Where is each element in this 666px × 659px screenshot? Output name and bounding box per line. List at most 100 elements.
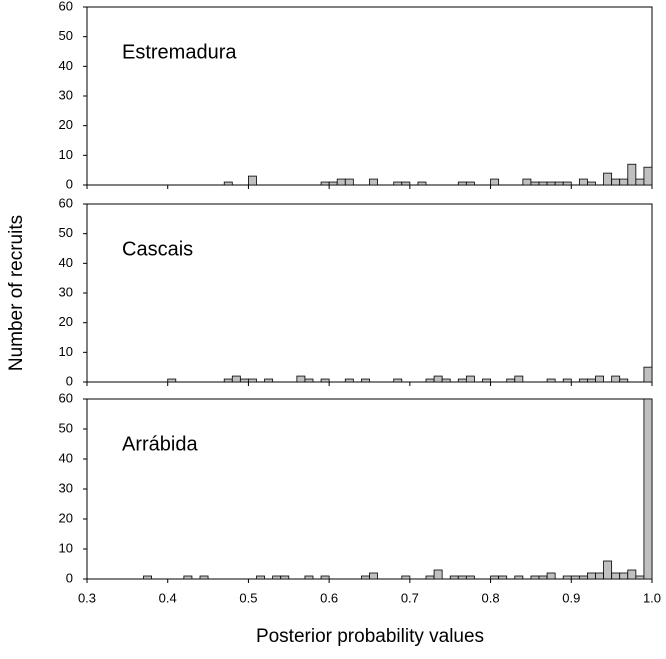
bar xyxy=(441,378,451,383)
y-tick-label: 0 xyxy=(66,373,73,388)
y-tick-label: 20 xyxy=(59,314,73,329)
x-tick-label: 0.6 xyxy=(320,590,338,605)
bar xyxy=(328,181,338,186)
bar xyxy=(643,166,653,186)
bar xyxy=(296,375,306,383)
y-tick-label: 40 xyxy=(59,450,73,465)
bar xyxy=(530,575,540,580)
bar xyxy=(635,178,645,186)
bar xyxy=(562,378,572,383)
y-tick-label: 50 xyxy=(59,420,73,435)
bar xyxy=(465,575,475,580)
y-tick-label: 20 xyxy=(59,117,73,132)
bar xyxy=(248,175,257,186)
bar xyxy=(369,178,378,186)
bar xyxy=(538,575,548,580)
bar xyxy=(320,181,330,186)
bar xyxy=(272,575,282,580)
bar xyxy=(490,178,500,186)
bar xyxy=(530,181,540,186)
bar xyxy=(401,575,411,580)
bar xyxy=(393,378,403,383)
bar xyxy=(643,398,653,580)
bar xyxy=(465,375,475,383)
bar xyxy=(603,172,613,186)
bar xyxy=(538,181,548,186)
bar xyxy=(280,575,290,580)
x-tick-label: 0.5 xyxy=(239,590,257,605)
y-tick-label: 60 xyxy=(59,0,73,13)
bar xyxy=(627,163,637,186)
y-tick-label: 40 xyxy=(59,58,73,73)
y-tick-label: 30 xyxy=(59,284,73,299)
bar xyxy=(546,572,556,580)
bar xyxy=(361,575,370,580)
bar xyxy=(619,178,629,186)
bar xyxy=(465,181,475,186)
y-tick-label: 60 xyxy=(59,390,73,405)
bar xyxy=(611,572,621,580)
bar xyxy=(587,181,596,186)
bar xyxy=(635,575,645,580)
panel-title: Cascais xyxy=(122,238,193,260)
x-tick-label: 1.0 xyxy=(643,590,661,605)
bar xyxy=(167,378,177,383)
y-tick-label: 50 xyxy=(59,28,73,43)
bar xyxy=(401,181,411,186)
bar xyxy=(562,181,572,186)
bar xyxy=(320,575,330,580)
bar xyxy=(457,575,467,580)
y-tick-label: 10 xyxy=(59,147,73,162)
panel-title: Estremadura xyxy=(122,41,237,63)
bar xyxy=(425,378,435,383)
bar xyxy=(578,575,588,580)
bar xyxy=(264,378,274,383)
bar xyxy=(619,572,629,580)
bar xyxy=(143,575,152,580)
y-axis-title: Number of recruits xyxy=(6,215,27,371)
plot-frame xyxy=(86,203,653,383)
bar xyxy=(498,575,508,580)
bar xyxy=(643,366,653,383)
bar xyxy=(546,181,556,186)
bar xyxy=(514,575,524,580)
y-tick-label: 30 xyxy=(59,87,73,102)
bar xyxy=(369,572,378,580)
bar xyxy=(490,575,500,580)
bar xyxy=(603,560,613,580)
bar xyxy=(223,378,233,383)
bar xyxy=(344,378,354,383)
bar xyxy=(320,378,330,383)
bar xyxy=(546,378,556,383)
bar xyxy=(304,378,314,383)
panel-title: Arrábida xyxy=(122,433,198,455)
bar xyxy=(562,575,572,580)
bar xyxy=(256,575,265,580)
bar xyxy=(578,378,588,383)
bar xyxy=(522,178,532,186)
bar xyxy=(506,378,516,383)
bar xyxy=(578,178,588,186)
bar xyxy=(570,575,580,580)
bar xyxy=(248,378,257,383)
y-tick-label: 50 xyxy=(59,225,73,240)
bar xyxy=(595,572,604,580)
bar xyxy=(433,569,443,580)
y-tick-label: 40 xyxy=(59,255,73,270)
bar xyxy=(223,181,233,186)
bar xyxy=(587,572,596,580)
y-tick-label: 20 xyxy=(59,510,73,525)
y-tick-label: 30 xyxy=(59,480,73,495)
bar xyxy=(183,575,193,580)
y-tick-label: 10 xyxy=(59,540,73,555)
bar xyxy=(433,375,443,383)
bar xyxy=(457,181,467,186)
plot-frame xyxy=(86,398,653,580)
bar xyxy=(611,375,621,383)
x-tick-label: 0.9 xyxy=(562,590,580,605)
bar xyxy=(627,569,637,580)
bar xyxy=(344,178,354,186)
bar xyxy=(231,375,241,383)
y-tick-label: 0 xyxy=(66,570,73,585)
